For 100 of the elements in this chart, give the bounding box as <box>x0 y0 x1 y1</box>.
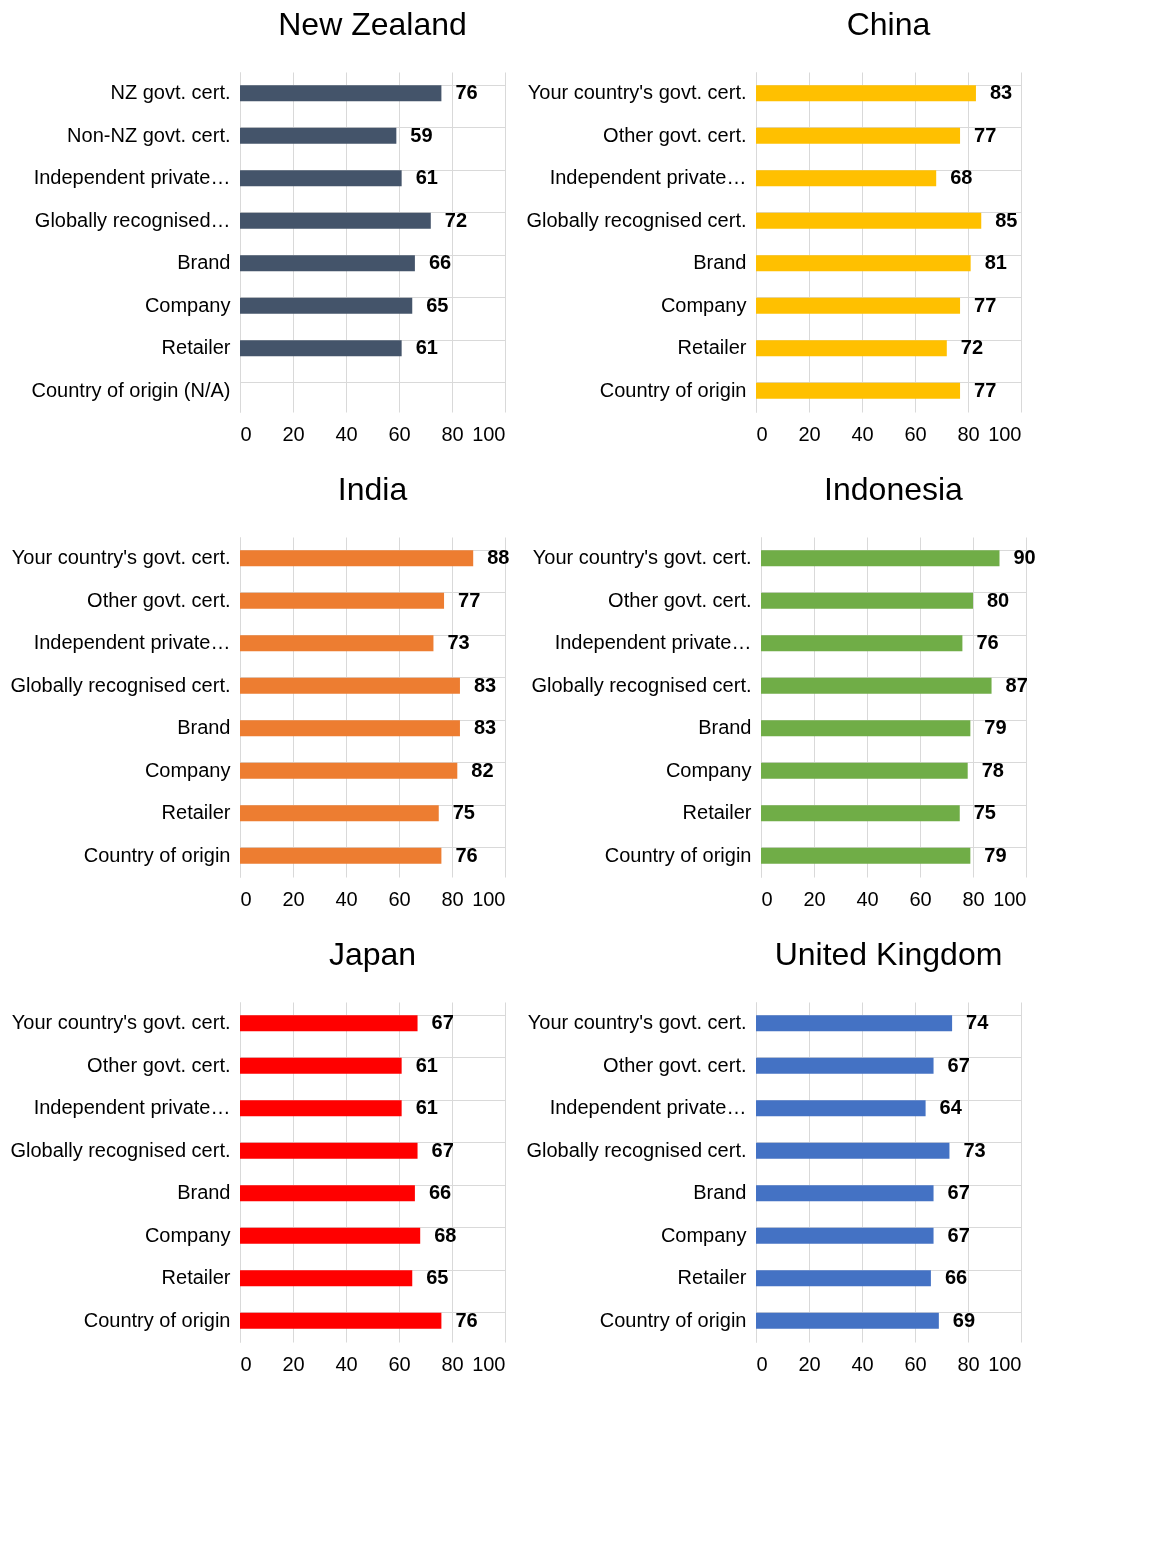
data-label: 67 <box>431 1138 454 1161</box>
x-tick-label: 80 <box>441 422 464 445</box>
x-tick-label: 40 <box>335 887 358 910</box>
data-label: 77 <box>974 378 997 401</box>
y-tick-label: Independent private… <box>549 166 747 189</box>
data-label: 83 <box>989 81 1013 104</box>
data-label: 83 <box>473 673 497 696</box>
y-tick-label: Country of origin <box>599 378 747 401</box>
y-tick-label: Your country's govt. cert. <box>532 546 752 569</box>
y-tick-label: Retailer <box>677 336 747 359</box>
y-tick-label: Other govt. cert. <box>603 123 747 146</box>
data-label: 64 <box>939 1096 963 1119</box>
y-tick-label: Globally recognised cert. <box>526 1138 747 1161</box>
y-tick-label: Independent private… <box>549 1096 747 1119</box>
data-label: 79 <box>984 716 1007 739</box>
x-tick-label: 20 <box>798 1352 821 1375</box>
data-label: 76 <box>455 81 478 104</box>
x-tick-label: 0 <box>240 422 252 445</box>
y-tick-label: NZ govt. cert. <box>110 81 231 104</box>
y-tick-label: Other govt. cert. <box>603 1053 747 1076</box>
chart-title: Indonesia <box>824 471 964 507</box>
data-label: 66 <box>428 251 452 274</box>
y-tick-label: Brand <box>177 716 231 739</box>
x-tick-label: 0 <box>240 887 252 910</box>
data-label: 65 <box>426 1266 449 1289</box>
data-label: 85 <box>995 208 1018 231</box>
data-label: 65 <box>426 293 449 316</box>
data-label: 61 <box>415 336 438 359</box>
data-label: 66 <box>428 1181 452 1204</box>
data-label: 59 <box>410 123 433 146</box>
x-tick-label: 60 <box>904 422 927 445</box>
y-tick-label: Globally recognised… <box>34 208 231 231</box>
y-tick-label: Your country's govt. cert. <box>527 81 747 104</box>
y-tick-label: Globally recognised cert. <box>531 673 752 696</box>
y-tick-label: Independent private… <box>554 631 752 654</box>
y-tick-label: Other govt. cert. <box>87 588 231 611</box>
data-label: 90 <box>1013 546 1036 569</box>
chart-title: Japan <box>328 936 417 972</box>
data-label: 72 <box>444 208 468 231</box>
x-tick-label: 80 <box>957 422 980 445</box>
y-tick-label: Brand <box>177 251 231 274</box>
y-tick-label: Non-NZ govt. cert. <box>67 123 231 146</box>
x-tick-label: 40 <box>851 422 874 445</box>
data-label: 68 <box>950 166 973 189</box>
x-tick-label: 20 <box>282 422 305 445</box>
data-label: 66 <box>944 1266 968 1289</box>
data-label: 77 <box>974 123 997 146</box>
data-label: 74 <box>966 1011 990 1034</box>
y-tick-label: Independent private… <box>33 631 231 654</box>
y-tick-label: Independent private… <box>33 1096 231 1119</box>
data-label: 78 <box>981 758 1004 781</box>
x-tick-label: 20 <box>282 887 305 910</box>
y-tick-label: Company <box>660 1223 747 1246</box>
y-tick-label: Company <box>665 758 752 781</box>
x-tick-label: 80 <box>957 1352 980 1375</box>
data-label: 76 <box>976 631 999 654</box>
data-label: 61 <box>415 1096 438 1119</box>
x-tick-label: 100 <box>472 1352 506 1375</box>
x-tick-label: 100 <box>472 887 506 910</box>
y-tick-label: Retailer <box>161 336 231 359</box>
y-tick-label: Country of origin <box>599 1308 747 1331</box>
x-tick-label: 20 <box>282 1352 305 1375</box>
x-tick-label: 20 <box>798 422 821 445</box>
data-label: 76 <box>455 1308 478 1331</box>
data-label: 61 <box>415 1053 438 1076</box>
data-label: 76 <box>455 843 478 866</box>
y-tick-label: Retailer <box>161 801 231 824</box>
x-tick-label: 60 <box>388 1352 411 1375</box>
y-tick-label: Brand <box>693 251 747 274</box>
data-label: 61 <box>415 166 438 189</box>
x-tick-label: 100 <box>988 422 1022 445</box>
y-tick-label: Your country's govt. cert. <box>11 546 231 569</box>
y-tick-label: Globally recognised cert. <box>526 208 747 231</box>
data-label: 69 <box>952 1308 976 1331</box>
y-tick-label: Company <box>660 293 747 316</box>
x-tick-label: 0 <box>756 1352 768 1375</box>
data-label: 83 <box>473 716 497 739</box>
y-tick-label: Brand <box>698 716 752 739</box>
data-label: 75 <box>452 801 475 824</box>
y-tick-label: Country of origin <box>83 1308 231 1331</box>
x-tick-label: 80 <box>441 887 464 910</box>
x-tick-label: 40 <box>335 422 358 445</box>
data-label: 72 <box>960 336 984 359</box>
x-tick-label: 0 <box>761 887 773 910</box>
y-tick-label: Retailer <box>677 1266 747 1289</box>
x-tick-label: 0 <box>756 422 768 445</box>
y-tick-label: Other govt. cert. <box>608 588 752 611</box>
x-tick-label: 20 <box>803 887 826 910</box>
y-tick-label: Company <box>144 1223 231 1246</box>
data-label: 73 <box>447 631 470 654</box>
x-tick-label: 100 <box>988 1352 1022 1375</box>
y-tick-label: Retailer <box>682 801 752 824</box>
y-tick-label: Country of origin <box>604 843 752 866</box>
data-label: 88 <box>487 546 510 569</box>
x-tick-label: 80 <box>962 887 985 910</box>
y-tick-label: Company <box>144 293 231 316</box>
data-label: 81 <box>984 251 1007 274</box>
x-tick-label: 40 <box>856 887 879 910</box>
chart-title: China <box>846 6 931 42</box>
data-label: 73 <box>963 1138 986 1161</box>
